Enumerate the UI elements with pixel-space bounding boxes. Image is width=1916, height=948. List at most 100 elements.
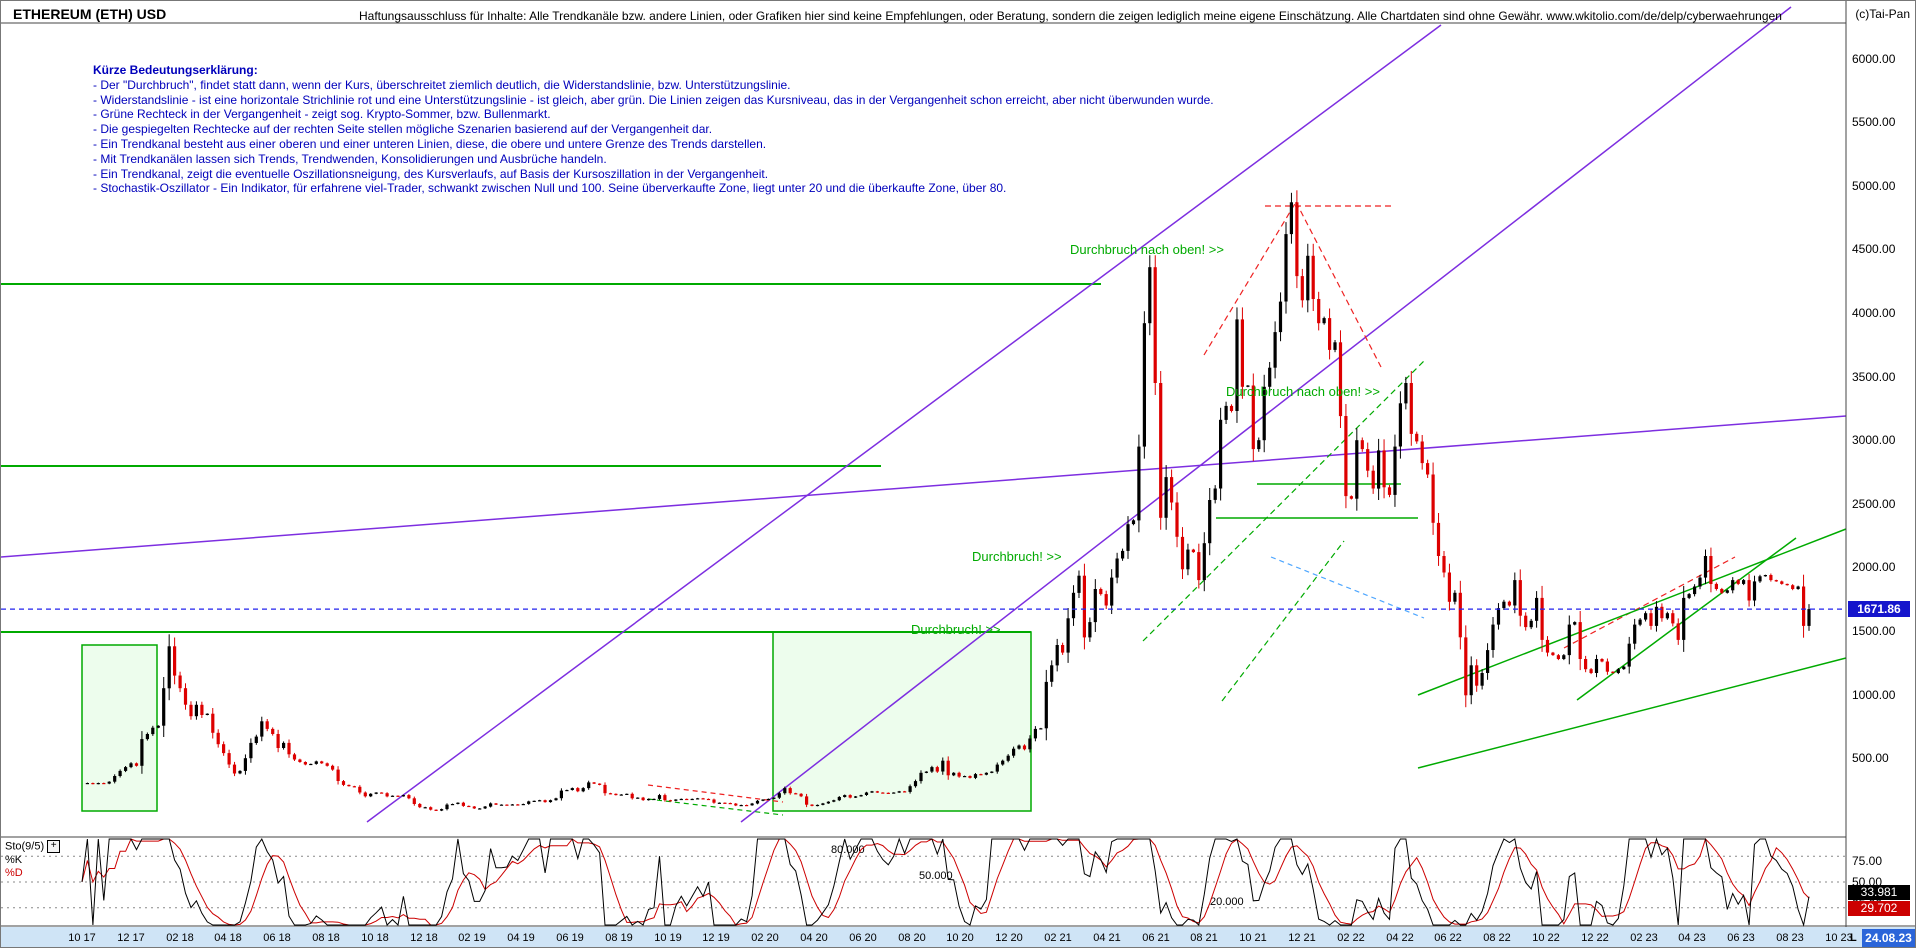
y-tick-label: 4000.00 [1852, 306, 1896, 320]
y-tick-label: 6000.00 [1852, 52, 1896, 66]
x-tick-label: 08 18 [312, 932, 340, 944]
symbol-title: ETHEREUM (ETH) USD [13, 6, 167, 22]
annotation-text: Durchbruch! >> [911, 622, 1001, 637]
stoch-indicator-row: Sto(9/5) + [5, 840, 61, 853]
x-tick-label: 12 22 [1581, 932, 1609, 944]
x-tick-label: 08 19 [605, 932, 633, 944]
x-tick-label: 10 19 [654, 932, 682, 944]
stoch-d-line [81, 838, 1810, 926]
bull-market-2017-rect [81, 644, 158, 812]
support-line [1417, 528, 1847, 696]
legend-line: - Grüne Rechteck in der Vergangenheit - … [93, 107, 551, 122]
legend-line: - Ein Trendkanal besteht aus einer obere… [93, 136, 767, 151]
x-tick-label: 06 21 [1142, 932, 1170, 944]
legend-line: - Der "Durchbruch", findet statt dann, w… [93, 77, 791, 92]
support-line [1576, 537, 1797, 701]
x-tick-label: 12 20 [995, 932, 1023, 944]
oscillator-tick-label: 75.00 [1852, 854, 1883, 868]
legend-line: - Die gespiegelten Rechtecke auf der rec… [93, 122, 713, 137]
y-tick-label: 5500.00 [1852, 115, 1896, 129]
x-tick-label: 04 18 [214, 932, 242, 944]
x-tick-label: 02 19 [458, 932, 486, 944]
trend-line [366, 24, 1442, 823]
y-tick-label: 3500.00 [1852, 370, 1896, 384]
legend-line: - Widerstandslinie - ist eine horizontal… [93, 92, 1214, 107]
x-tick-label: 08 20 [898, 932, 926, 944]
x-tick-label: 12 17 [117, 932, 145, 944]
x-tick-label: 04 20 [800, 932, 828, 944]
x-tick-label: 06 22 [1434, 932, 1462, 944]
stoch-k-label: %K [5, 854, 23, 866]
y-tick-label: 2500.00 [1852, 497, 1896, 511]
dashed-support-line [647, 798, 784, 816]
bull-market-2020-rect [772, 631, 1032, 812]
x-tick-label: 10 17 [68, 932, 96, 944]
x-tick-label: 06 23 [1727, 932, 1755, 944]
x-tick-label: 10 18 [361, 932, 389, 944]
x-tick-label: 06 18 [263, 932, 291, 944]
y-tick-label: 500.00 [1852, 751, 1889, 765]
stoch-k-line [81, 837, 1810, 927]
x-tick-label: 04 22 [1386, 932, 1414, 944]
x-tick-label: 08 21 [1190, 932, 1218, 944]
x-tick-label: 04 19 [507, 932, 535, 944]
dashed-resist-line [647, 784, 784, 803]
x-tick-label: 02 18 [166, 932, 194, 944]
last-date-tag: 24.08.23 [1862, 929, 1915, 947]
candles [85, 190, 1811, 812]
x-tick-label: 10 22 [1532, 932, 1560, 944]
y-tick-label: 1500.00 [1852, 624, 1896, 638]
x-tick-label: 08 22 [1483, 932, 1511, 944]
stoch-d-label: %D [5, 867, 23, 879]
x-tick-label: 02 22 [1337, 932, 1365, 944]
stoch-level-label: 20.000 [1210, 896, 1244, 908]
x-tick-label: 04 21 [1093, 932, 1121, 944]
dashed-info-line [1270, 556, 1425, 619]
date-axis-strip [1, 927, 1915, 947]
legend-line: - Ein Trendkanal, zeigt die eventuelle O… [93, 166, 769, 181]
dashed-resist-line [1203, 201, 1297, 356]
x-tick-label: 04 23 [1678, 932, 1706, 944]
x-tick-label: 12 21 [1288, 932, 1316, 944]
dashed-support-line [1142, 360, 1425, 642]
copyright-label: (c)Tai-Pan [1855, 7, 1910, 21]
x-tick-label: 06 19 [556, 932, 584, 944]
y-tick-label: 3000.00 [1852, 433, 1896, 447]
x-tick-label: 02 21 [1044, 932, 1072, 944]
disclaimer-text: Haftungsausschluss für Inhalte: Alle Tre… [359, 9, 1782, 23]
annotation-text: Durchbruch nach oben! >> [1226, 384, 1380, 399]
trend-line [1, 415, 1847, 558]
stoch-level-label: 50.000 [919, 870, 953, 882]
x-tick-label: 10 20 [946, 932, 974, 944]
support-line [1417, 657, 1847, 769]
stoch-settings-button[interactable]: + [47, 840, 61, 853]
x-tick-label: 06 20 [849, 932, 877, 944]
legend-line: - Stochastik-Oszillator - Ein Indikator,… [93, 181, 1007, 196]
y-tick-label: 5000.00 [1852, 179, 1896, 193]
scale-mode-label: L [1850, 932, 1857, 944]
x-tick-label: 12 19 [702, 932, 730, 944]
stoch-indicator-label: Sto(9/5) [5, 840, 45, 853]
x-tick-label: 12 18 [410, 932, 438, 944]
stoch-d-value-tag: 29.702 [1848, 901, 1910, 916]
stoch-k-value-tag: 33.981 [1848, 885, 1910, 900]
x-tick-label: 02 20 [751, 932, 779, 944]
dashed-support-line [1221, 540, 1345, 702]
annotation-text: Durchbruch nach oben! >> [1070, 242, 1224, 257]
y-tick-label: 1000.00 [1852, 688, 1896, 702]
trend-line [740, 6, 1792, 823]
dashed-resist-line [1295, 201, 1382, 368]
x-tick-label: 08 23 [1776, 932, 1804, 944]
annotation-text: Durchbruch! >> [972, 549, 1062, 564]
x-tick-label: 10 23 [1825, 932, 1853, 944]
x-tick-label: 10 21 [1239, 932, 1267, 944]
chart-legend: Kürze Bedeutungserklärung: - Der "Durchb… [93, 63, 1214, 196]
legend-heading: Kürze Bedeutungserklärung: [93, 63, 258, 77]
current-price-tag: 1671.86 [1848, 601, 1910, 617]
x-tick-label: 02 23 [1630, 932, 1658, 944]
y-tick-label: 2000.00 [1852, 560, 1896, 574]
legend-line: - Mit Trendkanälen lassen sich Trends, T… [93, 151, 607, 166]
y-tick-label: 4500.00 [1852, 242, 1896, 256]
